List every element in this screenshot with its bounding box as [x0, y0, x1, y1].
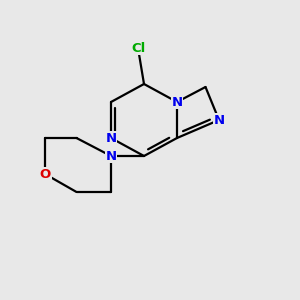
- Text: N: N: [105, 131, 117, 145]
- Text: N: N: [213, 113, 225, 127]
- Text: N: N: [171, 95, 183, 109]
- Text: O: O: [39, 167, 51, 181]
- Text: Cl: Cl: [131, 41, 145, 55]
- Text: N: N: [105, 149, 117, 163]
